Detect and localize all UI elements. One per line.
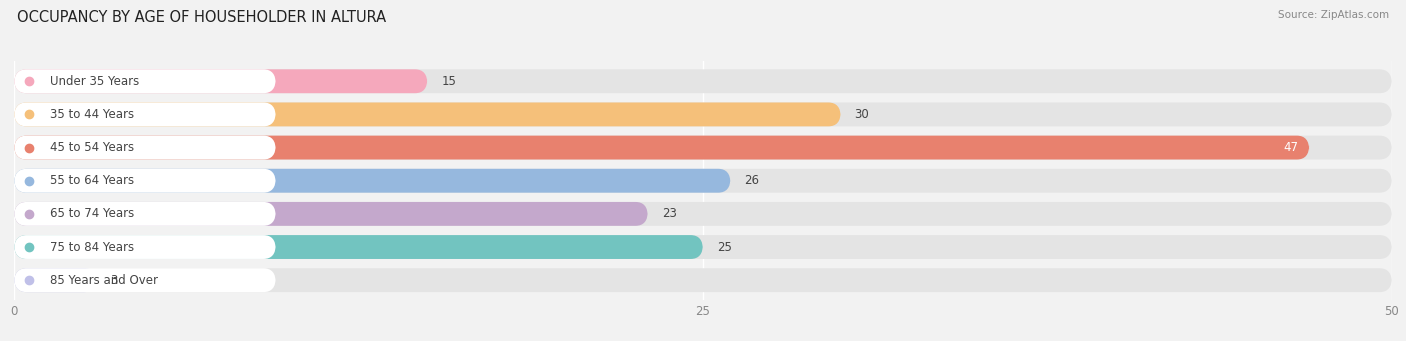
- FancyBboxPatch shape: [14, 103, 841, 127]
- FancyBboxPatch shape: [14, 103, 1392, 127]
- Text: 55 to 64 Years: 55 to 64 Years: [49, 174, 134, 187]
- Text: 3: 3: [111, 274, 118, 287]
- FancyBboxPatch shape: [14, 202, 1392, 226]
- Text: 65 to 74 Years: 65 to 74 Years: [49, 207, 134, 220]
- FancyBboxPatch shape: [14, 202, 648, 226]
- Text: Under 35 Years: Under 35 Years: [49, 75, 139, 88]
- Text: 15: 15: [441, 75, 456, 88]
- FancyBboxPatch shape: [14, 268, 97, 292]
- Text: 26: 26: [744, 174, 759, 187]
- FancyBboxPatch shape: [14, 202, 276, 226]
- Text: 25: 25: [717, 240, 731, 254]
- FancyBboxPatch shape: [14, 69, 1392, 93]
- FancyBboxPatch shape: [14, 169, 1392, 193]
- FancyBboxPatch shape: [14, 235, 1392, 259]
- Text: 23: 23: [662, 207, 676, 220]
- FancyBboxPatch shape: [14, 268, 276, 292]
- FancyBboxPatch shape: [14, 169, 276, 193]
- Text: 45 to 54 Years: 45 to 54 Years: [49, 141, 134, 154]
- FancyBboxPatch shape: [14, 69, 427, 93]
- FancyBboxPatch shape: [14, 235, 276, 259]
- FancyBboxPatch shape: [14, 136, 1309, 160]
- Text: OCCUPANCY BY AGE OF HOUSEHOLDER IN ALTURA: OCCUPANCY BY AGE OF HOUSEHOLDER IN ALTUR…: [17, 10, 387, 25]
- Text: 35 to 44 Years: 35 to 44 Years: [49, 108, 134, 121]
- FancyBboxPatch shape: [14, 235, 703, 259]
- FancyBboxPatch shape: [14, 268, 1392, 292]
- FancyBboxPatch shape: [14, 103, 276, 127]
- FancyBboxPatch shape: [14, 136, 1392, 160]
- FancyBboxPatch shape: [14, 169, 731, 193]
- Text: 47: 47: [1284, 141, 1298, 154]
- FancyBboxPatch shape: [14, 136, 276, 160]
- Text: 30: 30: [855, 108, 869, 121]
- FancyBboxPatch shape: [14, 69, 276, 93]
- Text: 85 Years and Over: 85 Years and Over: [49, 274, 157, 287]
- Text: Source: ZipAtlas.com: Source: ZipAtlas.com: [1278, 10, 1389, 20]
- Text: 75 to 84 Years: 75 to 84 Years: [49, 240, 134, 254]
